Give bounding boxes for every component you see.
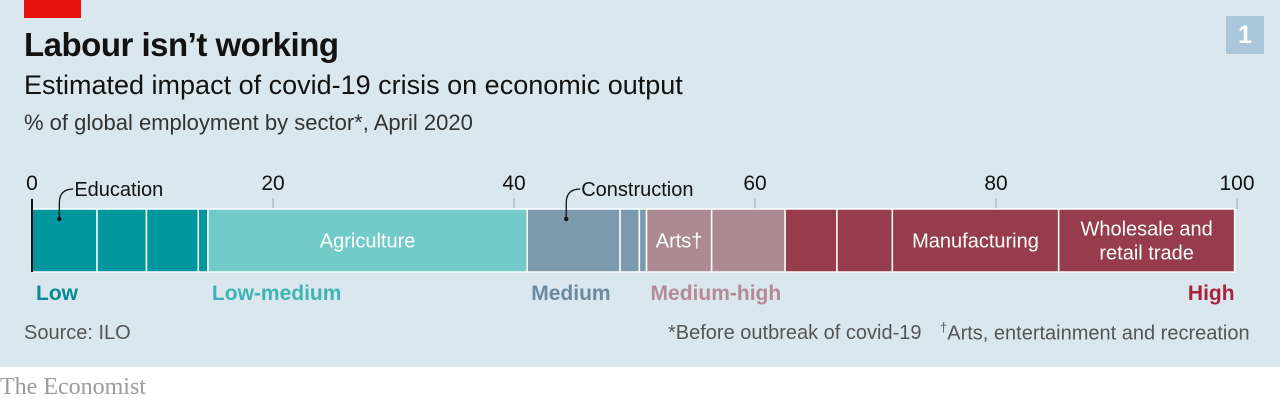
brand-wordmark: The Economist bbox=[0, 374, 146, 400]
footnote-star: *Before outbreak of covid-19 bbox=[668, 322, 922, 344]
chart-panel bbox=[0, 0, 1280, 367]
callout-dot bbox=[57, 216, 62, 222]
chart-unit-note: % of global employment by sector*, April… bbox=[24, 110, 473, 135]
stacked-bar-chart: 0 20 40 60 80 100 Education Agriculture Construc… bbox=[26, 172, 1254, 305]
footnote-dagger-text: Arts, entertainment and recreation bbox=[947, 322, 1250, 345]
bar-segment bbox=[145, 208, 200, 273]
tick-label: 80 bbox=[984, 172, 1007, 195]
group-label: Medium bbox=[531, 282, 610, 305]
chart-title: Labour isn’t working bbox=[24, 26, 339, 63]
bar-segment bbox=[31, 208, 98, 273]
bar-segment bbox=[197, 208, 209, 273]
chart-number-badge: 1 bbox=[1226, 16, 1264, 54]
tick-label: 20 bbox=[261, 172, 284, 195]
segment-label: Arts† bbox=[656, 231, 703, 253]
chart-subtitle: Estimated impact of covid-19 crisis on e… bbox=[24, 70, 683, 100]
bar-segment bbox=[638, 208, 648, 273]
bar-segment bbox=[619, 208, 641, 273]
bar-segment bbox=[710, 208, 786, 273]
footnote-dagger: †Arts, entertainment and recreation bbox=[940, 320, 1250, 346]
segment-label: Wholesale and retail trade bbox=[1080, 219, 1212, 265]
bar-segment bbox=[836, 208, 894, 273]
brand-red-tag bbox=[24, 0, 81, 18]
callout-dot bbox=[564, 216, 569, 222]
bar-segment bbox=[526, 208, 621, 273]
dagger-mark: † bbox=[940, 320, 948, 335]
bar-segment bbox=[891, 208, 1060, 273]
group-label: Low bbox=[36, 282, 79, 305]
tick-label: 0 bbox=[26, 172, 38, 195]
bar-segment bbox=[784, 208, 838, 273]
bar-segment bbox=[96, 208, 148, 273]
segment-label: Agriculture bbox=[320, 231, 416, 253]
tick-label: 100 bbox=[1219, 172, 1254, 195]
bar-segment bbox=[1057, 208, 1236, 273]
bar-segment bbox=[645, 208, 713, 273]
callout-label: Education bbox=[74, 179, 163, 201]
callout-leader bbox=[58, 188, 74, 219]
source-note: Source: ILO bbox=[24, 322, 131, 344]
callout-leader bbox=[565, 188, 581, 219]
tick-label: 60 bbox=[743, 172, 766, 195]
group-label: Low-medium bbox=[212, 282, 342, 305]
callout-label: Construction bbox=[581, 179, 693, 201]
group-label: High bbox=[1188, 282, 1235, 305]
segment-label: Manufacturing bbox=[912, 231, 1039, 253]
group-label: Medium-high bbox=[651, 282, 782, 305]
tick-label: 40 bbox=[502, 172, 525, 195]
